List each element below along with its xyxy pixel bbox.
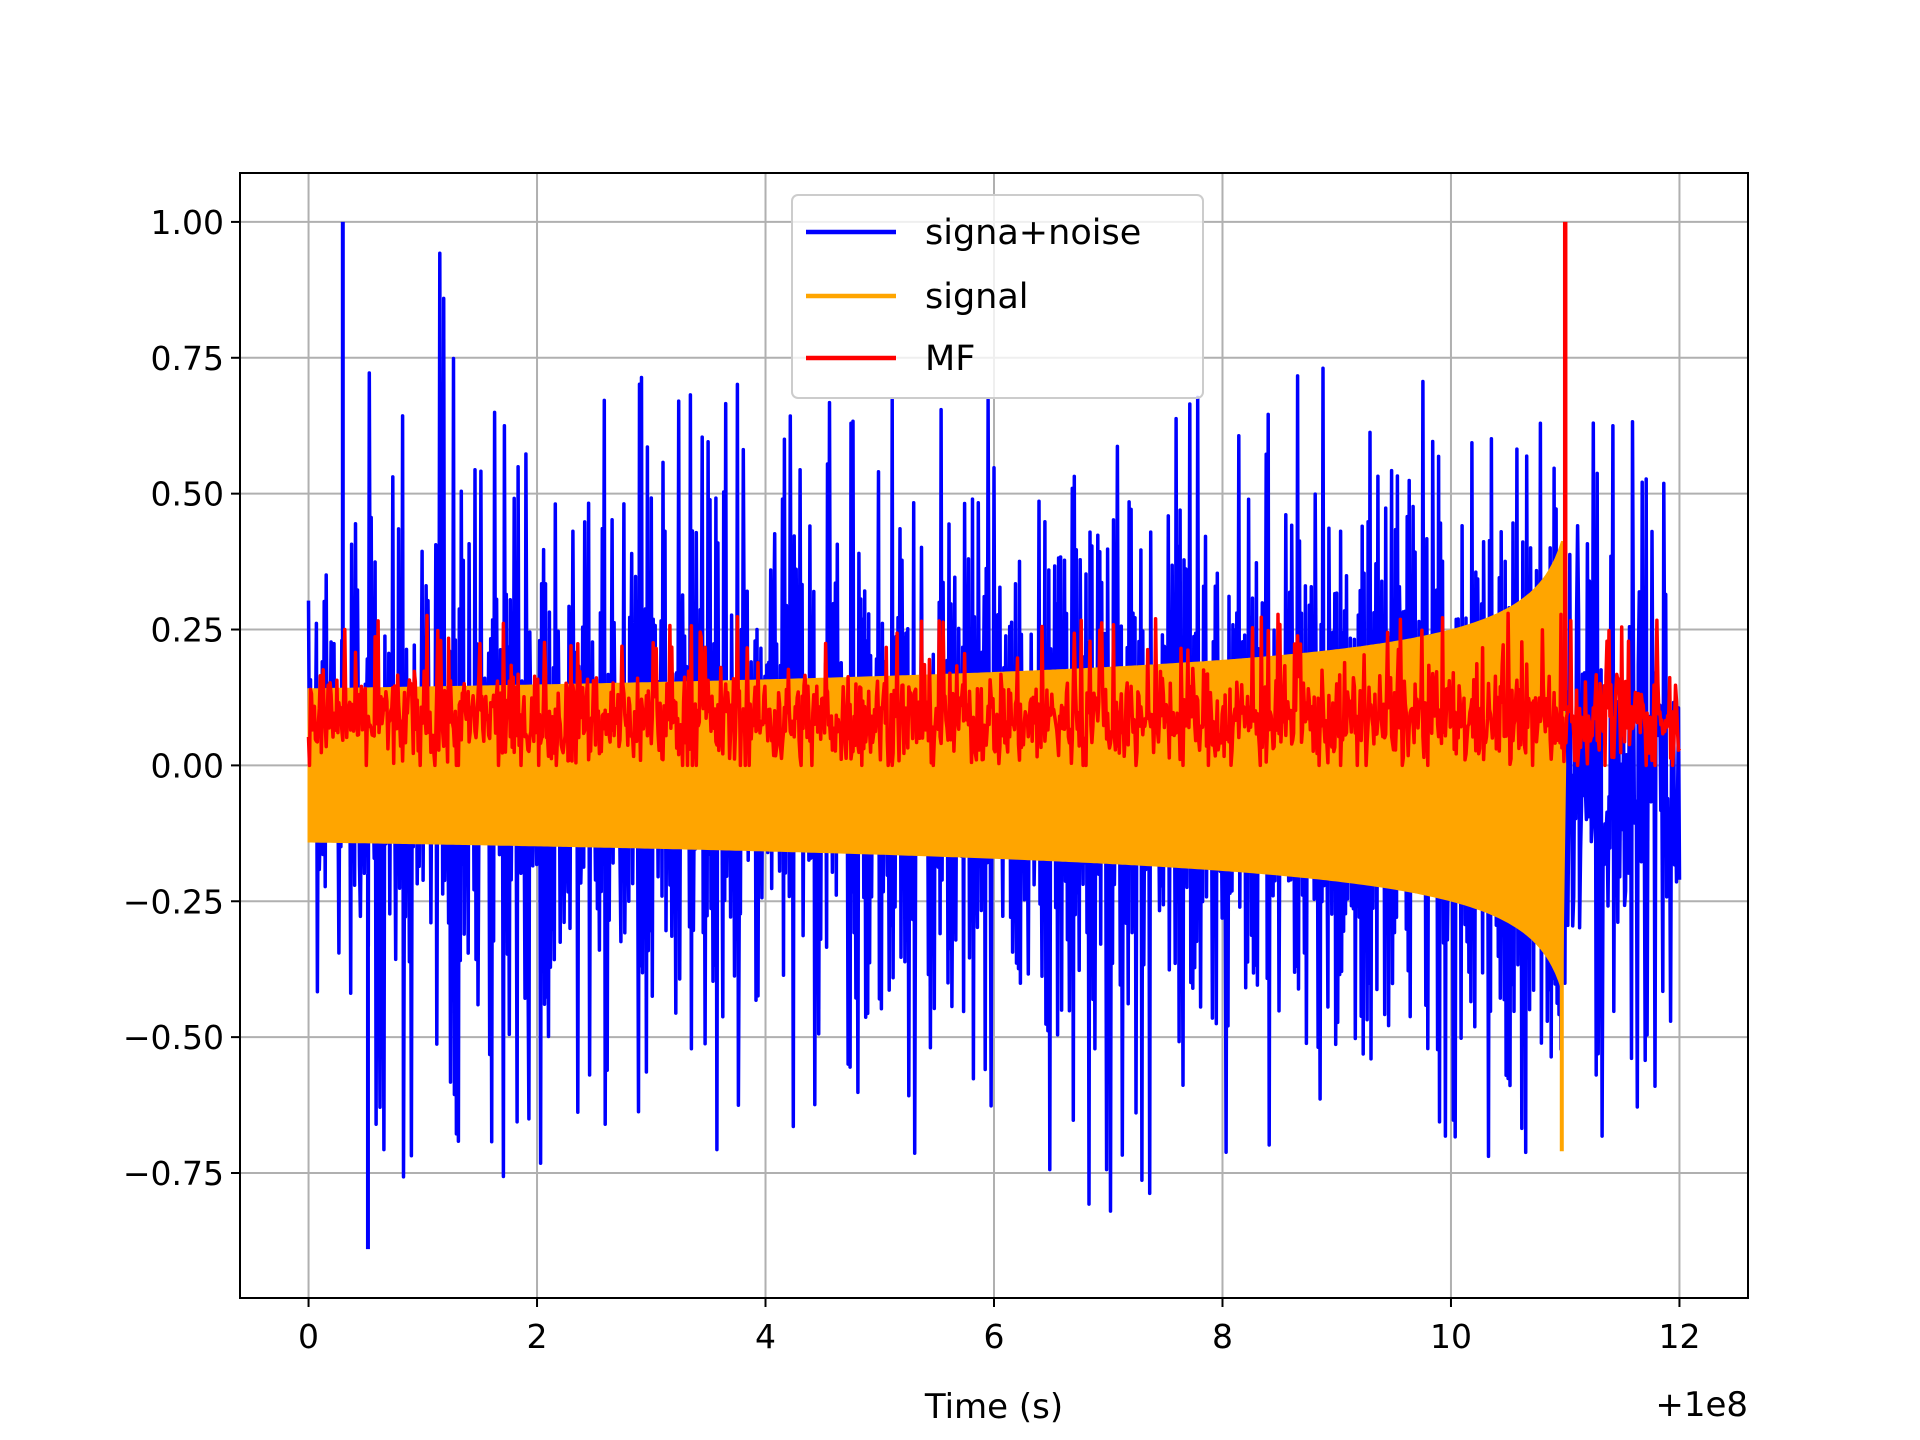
- plot-area: [306, 221, 1682, 1250]
- y-tick-label-2: −0.25: [123, 882, 224, 921]
- y-tick-label-1: −0.50: [123, 1018, 224, 1057]
- y-axis: −0.75 −0.50 −0.25 0.00 0.25 0.50 0.75 1.00: [123, 203, 240, 1193]
- x-axis-label: Time (s): [924, 1387, 1063, 1427]
- x-tick-label-4: 8: [1212, 1317, 1233, 1356]
- x-tick-label-0: 0: [298, 1317, 319, 1356]
- series-mf-line: [306, 611, 1682, 768]
- y-tick-label-0: −0.75: [123, 1154, 224, 1193]
- y-tick-label-3: 0.00: [151, 746, 224, 785]
- x-axis: 0 2 4 6 8 10 12: [298, 1298, 1700, 1356]
- legend-box: [791, 194, 1204, 399]
- legend-label-signa-noise: signa+noise: [925, 213, 1141, 253]
- y-tick-label-7: 1.00: [151, 203, 224, 242]
- y-tick-label-5: 0.50: [151, 475, 224, 514]
- x-tick-label-2: 4: [755, 1317, 776, 1356]
- x-offset-label: +1e8: [1655, 1385, 1748, 1425]
- legend-label-mf: MF: [925, 339, 975, 379]
- x-tick-label-6: 12: [1658, 1317, 1700, 1356]
- x-tick-label-1: 2: [527, 1317, 548, 1356]
- y-tick-label-6: 0.75: [151, 339, 224, 378]
- x-tick-label-5: 10: [1430, 1317, 1472, 1356]
- legend-label-signal: signal: [925, 277, 1029, 317]
- x-tick-label-3: 6: [984, 1317, 1005, 1356]
- legend: signa+noise signal MF: [791, 194, 1204, 399]
- y-tick-label-4: 0.25: [151, 611, 224, 650]
